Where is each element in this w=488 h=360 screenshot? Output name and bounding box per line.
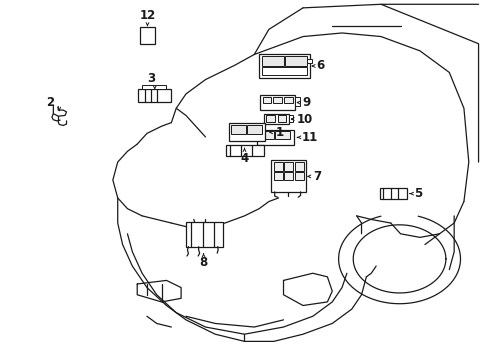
Bar xyxy=(264,114,289,125)
Text: 12: 12 xyxy=(140,9,156,22)
Bar xyxy=(266,116,275,122)
Bar xyxy=(289,116,293,122)
Text: 10: 10 xyxy=(296,113,312,126)
Text: 9: 9 xyxy=(302,96,310,109)
Bar xyxy=(261,67,306,75)
Bar xyxy=(273,162,282,171)
Bar xyxy=(295,162,304,171)
Text: 7: 7 xyxy=(313,170,321,183)
Bar xyxy=(257,130,293,145)
Text: 5: 5 xyxy=(413,187,422,200)
Bar xyxy=(284,162,293,171)
Bar xyxy=(275,131,289,139)
Bar xyxy=(185,222,222,247)
Bar xyxy=(271,160,306,192)
Bar xyxy=(295,97,300,106)
Bar xyxy=(142,85,165,89)
Bar xyxy=(277,116,286,122)
Bar xyxy=(247,125,262,134)
Bar xyxy=(306,59,311,63)
Bar xyxy=(259,131,273,139)
Text: 1: 1 xyxy=(275,126,283,139)
Bar xyxy=(254,133,258,138)
Bar xyxy=(260,95,295,110)
Bar xyxy=(285,56,306,66)
Bar xyxy=(379,188,406,199)
Bar xyxy=(261,56,283,66)
Text: 4: 4 xyxy=(240,152,248,165)
Bar xyxy=(138,89,171,102)
Bar xyxy=(228,123,265,141)
Bar xyxy=(273,172,282,180)
Bar xyxy=(140,27,155,44)
Text: 3: 3 xyxy=(147,72,155,85)
Bar xyxy=(295,172,304,180)
Text: 11: 11 xyxy=(301,131,317,144)
Bar xyxy=(284,97,292,103)
Bar xyxy=(284,172,293,180)
Text: 6: 6 xyxy=(316,59,324,72)
Bar xyxy=(273,97,282,103)
Bar xyxy=(262,97,271,103)
Bar xyxy=(225,145,264,156)
Text: 8: 8 xyxy=(199,256,207,269)
Text: 2: 2 xyxy=(46,96,54,109)
Bar xyxy=(231,125,245,134)
Bar xyxy=(259,54,310,78)
